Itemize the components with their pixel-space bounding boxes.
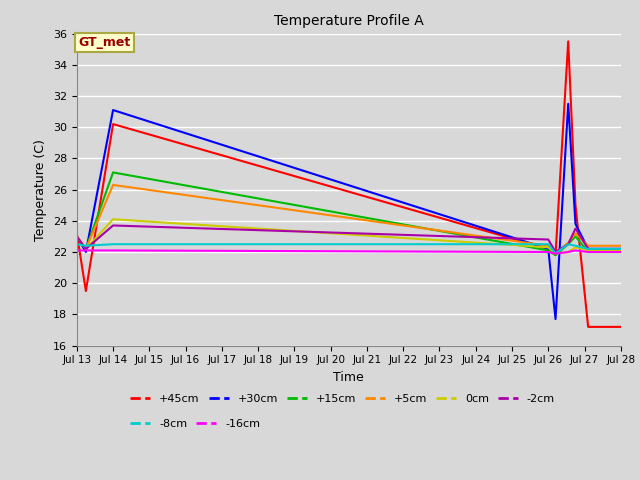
Y-axis label: Temperature (C): Temperature (C) bbox=[35, 139, 47, 240]
Legend: -8cm, -16cm: -8cm, -16cm bbox=[126, 415, 264, 433]
Title: Temperature Profile A: Temperature Profile A bbox=[274, 14, 424, 28]
Text: GT_met: GT_met bbox=[79, 36, 131, 49]
X-axis label: Time: Time bbox=[333, 371, 364, 384]
